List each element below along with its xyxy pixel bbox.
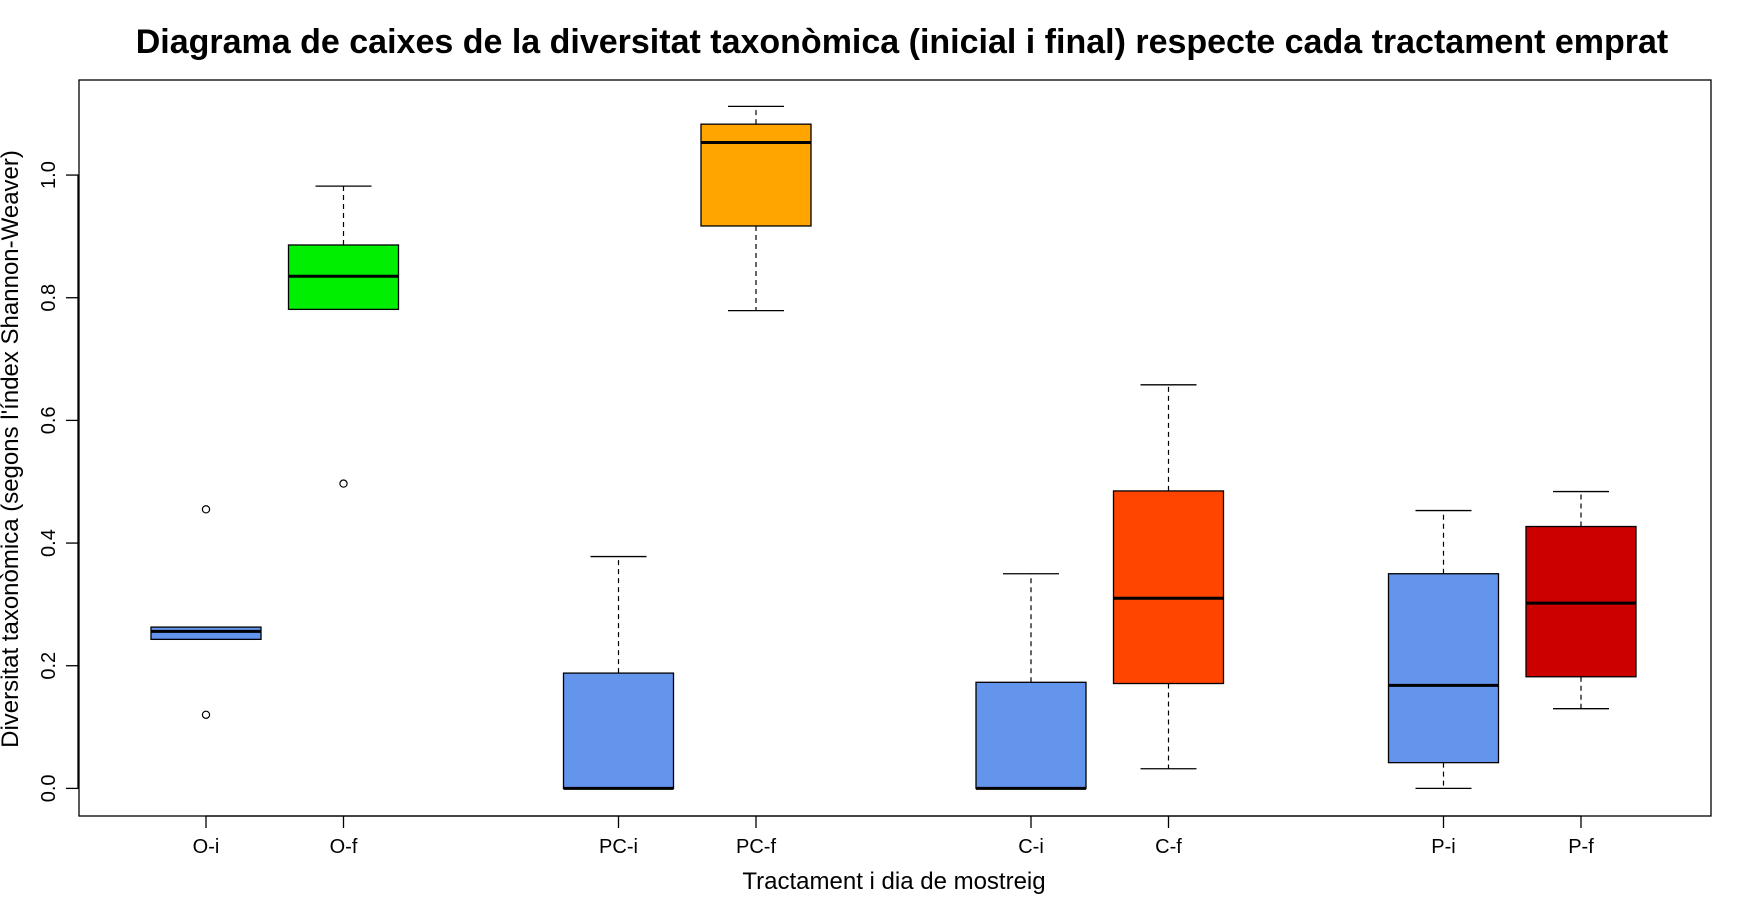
box-rect bbox=[1525, 525, 1637, 678]
box-rect bbox=[150, 626, 262, 641]
box-pc-f bbox=[700, 105, 812, 312]
x-tick-label: PC-i bbox=[599, 836, 638, 858]
x-tick-label: O-f bbox=[330, 836, 358, 858]
y-tick-label: 0.2 bbox=[38, 652, 60, 680]
y-tick-label: 0.8 bbox=[38, 284, 60, 312]
box-p-f bbox=[1525, 490, 1637, 710]
box-o-i bbox=[150, 505, 262, 720]
outlier-point bbox=[339, 479, 348, 488]
x-tick-label: C-f bbox=[1155, 836, 1182, 858]
box-rect bbox=[1387, 573, 1500, 764]
box-o-f bbox=[287, 185, 400, 488]
box-c-i bbox=[975, 573, 1087, 790]
y-tick-label: 0.4 bbox=[38, 529, 60, 557]
chart-title: Diagrama de caixes de la diversitat taxo… bbox=[136, 23, 1669, 61]
boxes-layer bbox=[150, 105, 1637, 790]
x-axis-label: Tractament i dia de mostreig bbox=[742, 868, 1045, 895]
outlier-point bbox=[201, 505, 211, 514]
outlier-point bbox=[201, 710, 211, 720]
box-p-i bbox=[1387, 509, 1500, 790]
x-axis: O-i O-f PC-i PC-f C-i C-f P-i P-f bbox=[193, 815, 1594, 858]
y-axis-label: Diversitat taxonòmica (segons l'índex Sh… bbox=[0, 150, 24, 748]
y-tick-label: 0.6 bbox=[38, 406, 60, 434]
y-tick-label: 0.0 bbox=[38, 774, 60, 802]
x-tick-label: PC-f bbox=[736, 836, 776, 858]
box-rect bbox=[700, 123, 812, 227]
x-tick-label: P-f bbox=[1568, 836, 1594, 858]
box-rect bbox=[1112, 490, 1225, 685]
box-c-f bbox=[1112, 384, 1225, 770]
x-tick-label: P-i bbox=[1431, 836, 1455, 858]
box-rect bbox=[562, 672, 675, 790]
box-rect bbox=[975, 681, 1087, 790]
x-tick-label: C-i bbox=[1018, 836, 1044, 858]
x-tick-label: O-i bbox=[193, 836, 220, 858]
y-axis: 0.0 0.2 0.4 0.6 0.8 1.0 bbox=[38, 161, 79, 802]
y-tick-label: 1.0 bbox=[38, 161, 60, 189]
box-pc-i bbox=[562, 555, 675, 790]
